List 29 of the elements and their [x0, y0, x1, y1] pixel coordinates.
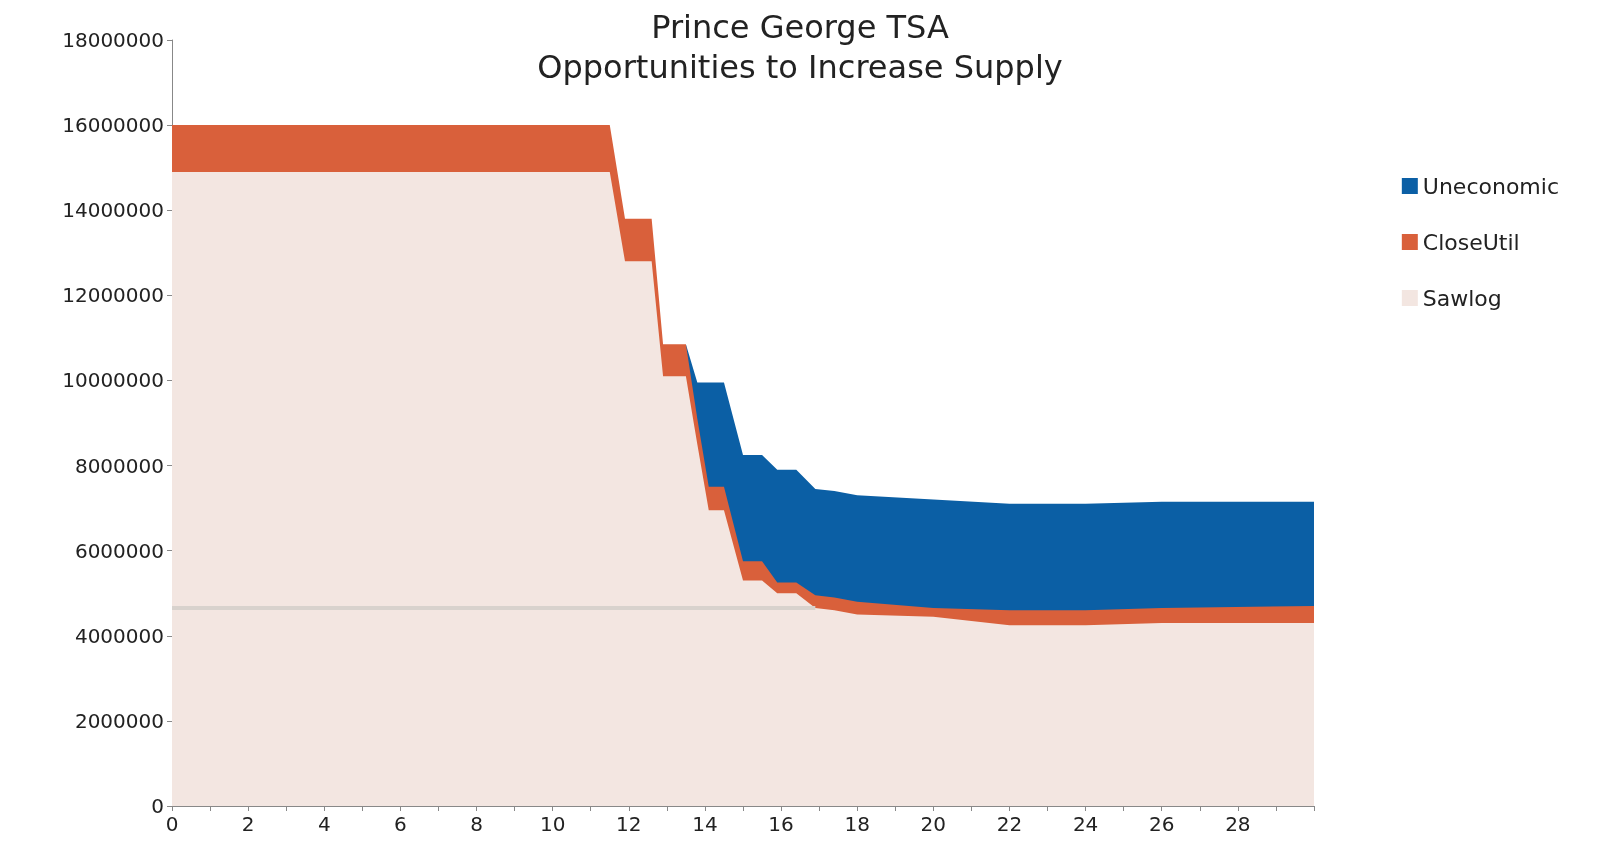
y-tick-label: 14000000: [62, 198, 164, 223]
chart-title: Prince George TSA Opportunities to Increase Supply: [537, 8, 1063, 86]
x-tick-label: 10: [539, 812, 566, 836]
y-tick-label: 6000000: [74, 538, 164, 563]
x-tick-label: 4: [317, 812, 331, 836]
legend-label: Uneconomic: [1422, 173, 1560, 199]
x-tick-label: 18: [844, 812, 870, 836]
y-tick-label: 8000000: [74, 453, 164, 478]
x-tick-label: 12: [616, 812, 642, 836]
y-tick-label: 4000000: [74, 623, 164, 648]
y-tick-label: 18000000: [62, 28, 164, 52]
y-tick-label: 12000000: [62, 283, 164, 308]
x-tick-label: 26: [1149, 812, 1175, 836]
legend-label: CloseUtil: [1422, 229, 1520, 255]
x-tick-label: 28: [1225, 812, 1251, 836]
x-tick-label: 8: [470, 812, 483, 836]
x-tick-label: 6: [394, 812, 407, 836]
y-tick-label: 0: [151, 794, 164, 818]
x-tick-label: 2: [241, 812, 255, 836]
y-tick-label: 16000000: [62, 113, 164, 138]
legend-label: Sawlog: [1422, 285, 1502, 311]
x-tick-label: 0: [165, 812, 179, 836]
x-tick-label: 20: [920, 812, 947, 836]
y-tick-label: 2000000: [74, 708, 164, 733]
x-tick-label: 16: [768, 812, 794, 836]
x-tick-label: 14: [692, 812, 718, 836]
x-tick-label: 22: [996, 812, 1023, 836]
x-tick-label: 24: [1072, 812, 1099, 836]
y-tick-label: 10000000: [62, 368, 164, 393]
